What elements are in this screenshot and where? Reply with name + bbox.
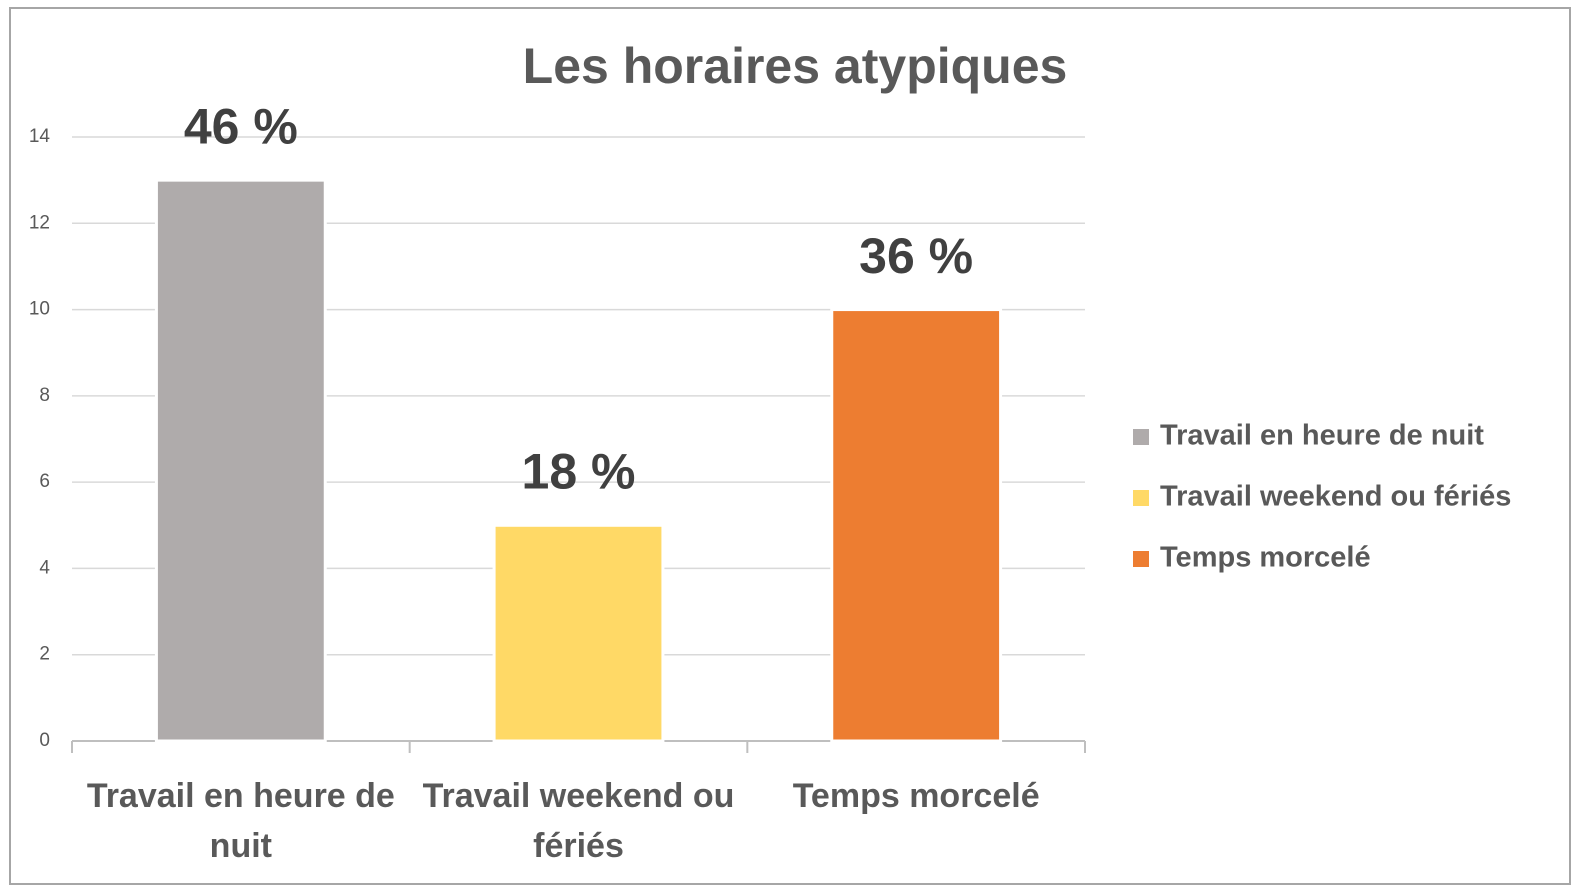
y-tick-label: 0 xyxy=(39,730,50,751)
x-tick-label: Travail en heure de nuit xyxy=(86,777,395,865)
x-tick-label: Temps morcelé xyxy=(792,777,1040,815)
data-label: 46 % xyxy=(184,98,298,154)
y-tick-label: 12 xyxy=(29,212,50,233)
y-tick-label: 2 xyxy=(39,644,50,665)
legend-swatch xyxy=(1133,429,1149,445)
y-tick-label: 14 xyxy=(29,126,51,147)
data-label: 18 % xyxy=(522,443,636,499)
bar xyxy=(492,523,665,743)
y-tick-label: 6 xyxy=(39,471,50,492)
x-tick-label: Travail weekend ou fériés xyxy=(422,777,735,865)
legend-swatch xyxy=(1133,490,1149,506)
bar xyxy=(830,308,1003,743)
legend-label: Travail weekend ou fériés xyxy=(1160,481,1511,513)
chart-title: Les horaires atypiques xyxy=(523,38,1068,94)
y-tick-label: 8 xyxy=(39,385,50,406)
legend-swatch xyxy=(1133,551,1149,567)
legend-label: Travail en heure de nuit xyxy=(1160,420,1484,452)
bar xyxy=(154,178,327,743)
y-tick-label: 4 xyxy=(39,557,50,578)
data-label: 36 % xyxy=(859,228,973,284)
y-tick-label: 10 xyxy=(29,299,50,320)
legend-label: Temps morcelé xyxy=(1160,542,1371,574)
